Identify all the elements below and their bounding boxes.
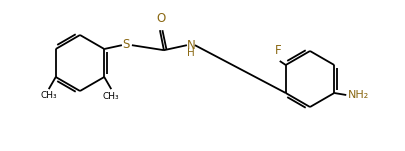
Text: O: O (156, 12, 165, 25)
Text: CH₃: CH₃ (103, 92, 119, 101)
Text: N: N (186, 39, 195, 52)
Text: CH₃: CH₃ (40, 91, 57, 100)
Text: S: S (122, 38, 129, 51)
Text: H: H (187, 48, 194, 58)
Text: F: F (274, 44, 280, 57)
Text: NH₂: NH₂ (347, 90, 369, 100)
